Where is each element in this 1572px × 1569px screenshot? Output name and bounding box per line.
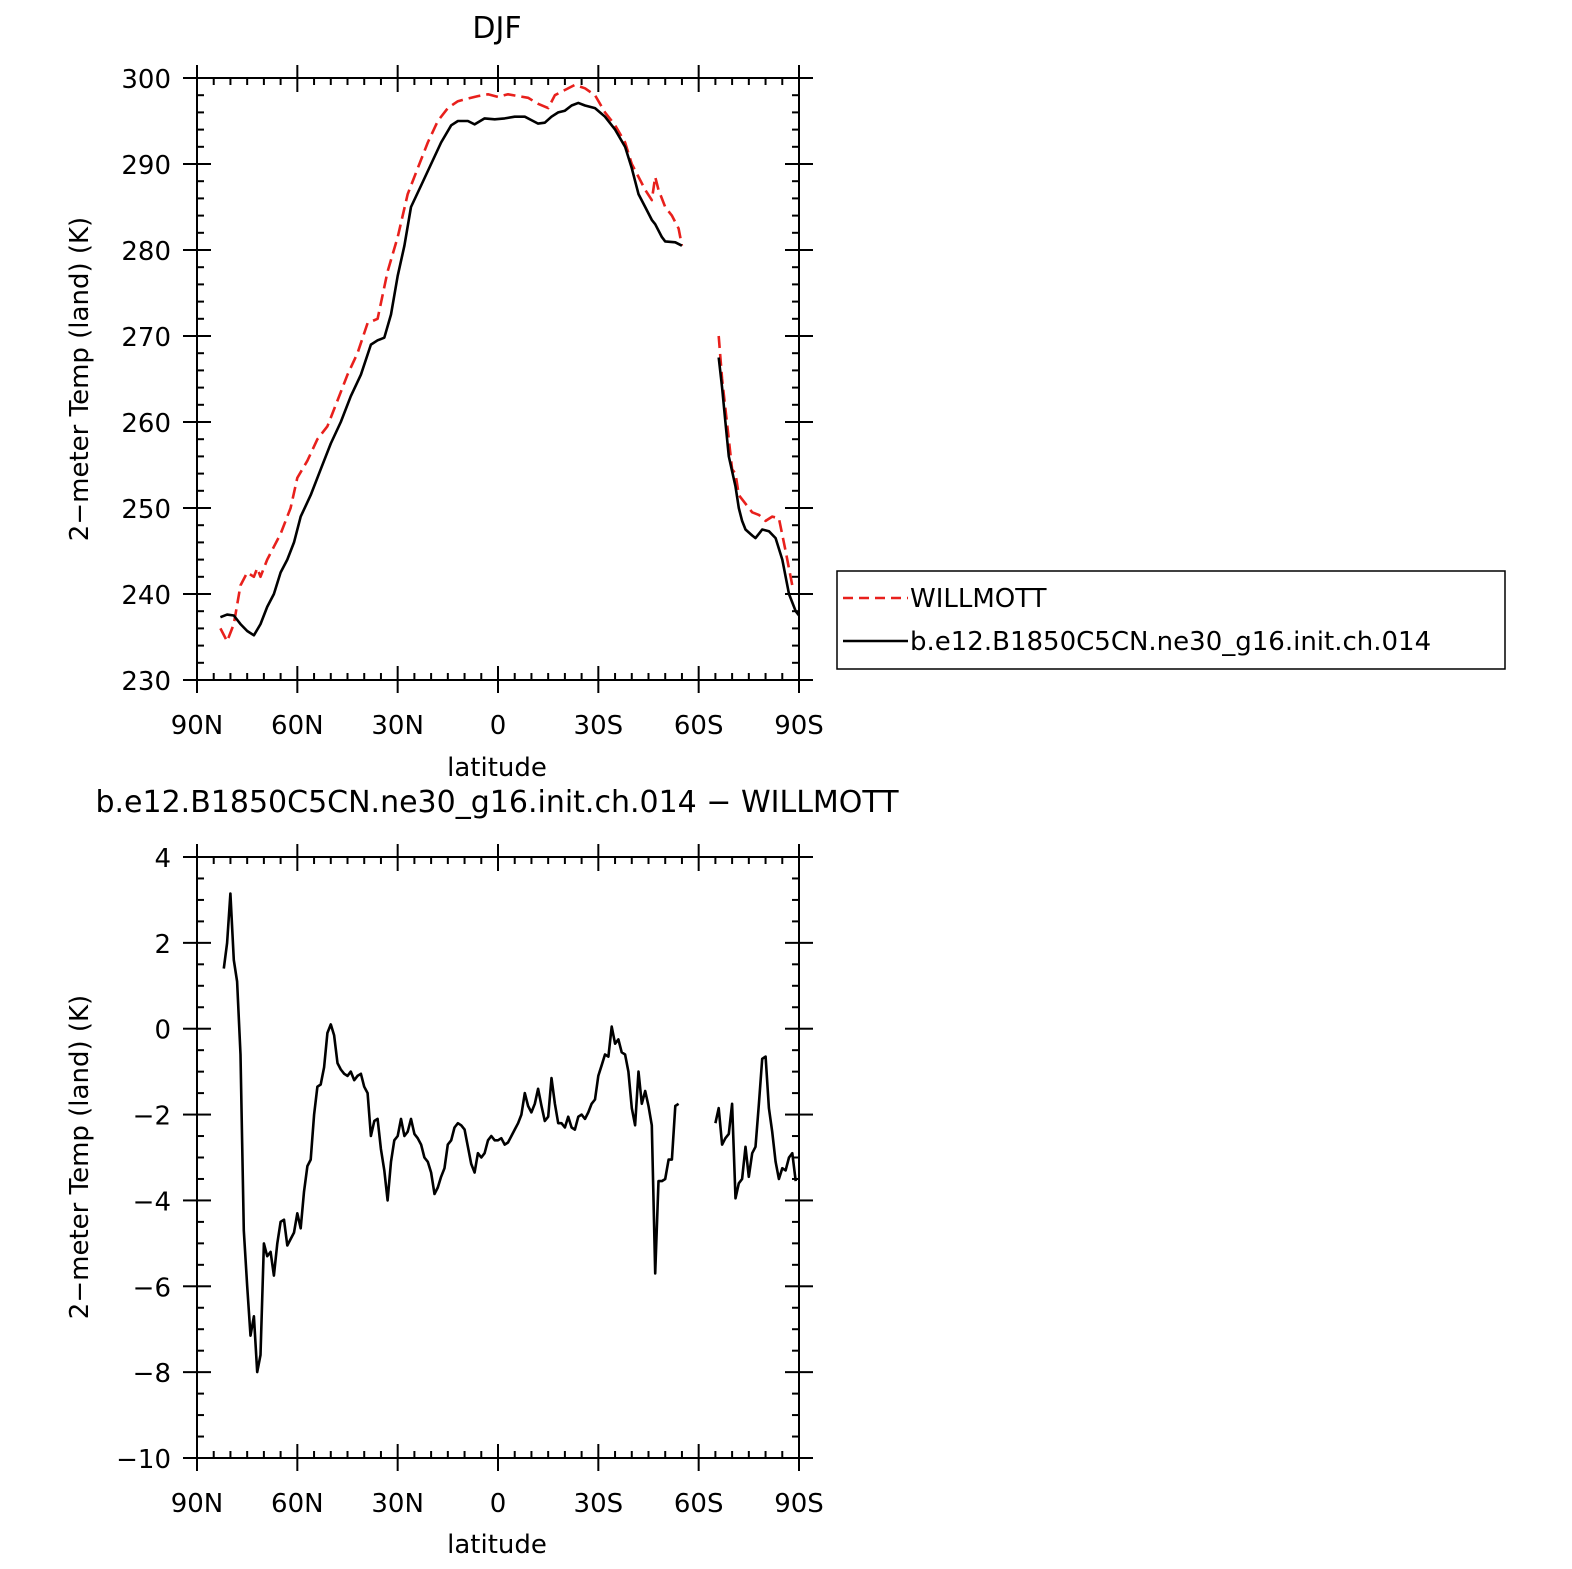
- x-tick-label: 60N: [271, 711, 324, 741]
- bottom-panel: b.e12.B1850C5CN.ne30_g16.init.ch.014 − W…: [65, 785, 899, 1560]
- bottom-series-lines: [222, 892, 797, 1374]
- x-tick-label: 90N: [171, 1489, 224, 1519]
- bottom-axis-ticks: [183, 844, 813, 1471]
- y-tick-label: 270: [121, 323, 171, 353]
- top-chart-title: DJF: [472, 11, 521, 46]
- x-tick-label: 0: [490, 711, 507, 741]
- x-tick-label: 90N: [171, 711, 224, 741]
- y-tick-label: 4: [154, 844, 171, 874]
- top-axis-ticks: [183, 65, 813, 693]
- bottom-plot-frame: [196, 856, 800, 1459]
- willmott-line-segment-0: [219, 83, 684, 643]
- b-e12-b1850c5cn-ne30-g16-init-ch-014-line-segment-0: [219, 101, 683, 637]
- x-tick-label: 30N: [371, 1489, 424, 1519]
- bottom-x-axis-label: latitude: [447, 1530, 547, 1560]
- bottom-y-axis-label: 2−meter Temp (land) (K): [65, 995, 95, 1319]
- y-tick-label: −6: [133, 1273, 171, 1303]
- x-tick-label: 30S: [574, 1489, 624, 1519]
- bottom-chart-title: b.e12.B1850C5CN.ne30_g16.init.ch.014 − W…: [95, 785, 899, 820]
- legend-label-model: b.e12.B1850C5CN.ne30_g16.init.ch.014: [910, 627, 1431, 657]
- y-tick-label: 280: [121, 237, 171, 267]
- y-tick-label: −8: [133, 1359, 171, 1389]
- x-tick-label: 0: [490, 1489, 507, 1519]
- x-tick-label: 60N: [271, 1489, 324, 1519]
- difference-line-segment-0: [222, 892, 680, 1374]
- x-tick-label: 60S: [674, 1489, 724, 1519]
- top-x-axis-label: latitude: [447, 753, 547, 783]
- x-tick-label: 90S: [774, 1489, 824, 1519]
- willmott-line-segment-1: [717, 335, 797, 589]
- top-plot-frame: [196, 77, 800, 681]
- y-tick-label: 240: [121, 581, 171, 611]
- legend: WILLMOTT b.e12.B1850C5CN.ne30_g16.init.c…: [836, 570, 1506, 670]
- top-x-tick-labels: 90N 60N 30N 0 30S 60S 90S: [171, 711, 824, 741]
- y-tick-label: −10: [116, 1445, 171, 1475]
- b-e12-b1850c5cn-ne30-g16-init-ch-014-line-segment-1: [717, 357, 801, 617]
- x-tick-label: 30N: [371, 711, 424, 741]
- y-tick-label: 230: [121, 667, 171, 697]
- top-y-tick-labels: 230 240 250 260 270 280 290 300: [121, 65, 171, 697]
- difference-line-segment-1: [714, 1055, 797, 1200]
- top-y-axis-label: 2−meter Temp (land) (K): [65, 217, 95, 541]
- top-panel: DJF 90N 60N 30N 0 30S 60S 90S 2302402502602702…: [65, 11, 824, 783]
- legend-box: [836, 570, 1506, 670]
- x-tick-label: 90S: [774, 711, 824, 741]
- y-tick-label: 260: [121, 409, 171, 439]
- legend-label-willmott: WILLMOTT: [910, 584, 1047, 614]
- top-series-lines: [219, 83, 801, 643]
- y-tick-label: 0: [154, 1016, 171, 1046]
- y-tick-label: 290: [121, 151, 171, 181]
- x-tick-label: 60S: [674, 711, 724, 741]
- y-tick-label: 300: [121, 65, 171, 95]
- y-tick-label: 2: [154, 930, 171, 960]
- y-tick-label: −2: [133, 1102, 171, 1132]
- bottom-y-tick-labels: −10 −8 −6 −4 −2 0 2 4: [116, 844, 171, 1475]
- bottom-x-tick-labels: 90N 60N 30N 0 30S 60S 90S: [171, 1489, 824, 1519]
- y-tick-label: 250: [121, 495, 171, 525]
- y-tick-label: −4: [133, 1187, 171, 1217]
- x-tick-label: 30S: [574, 711, 624, 741]
